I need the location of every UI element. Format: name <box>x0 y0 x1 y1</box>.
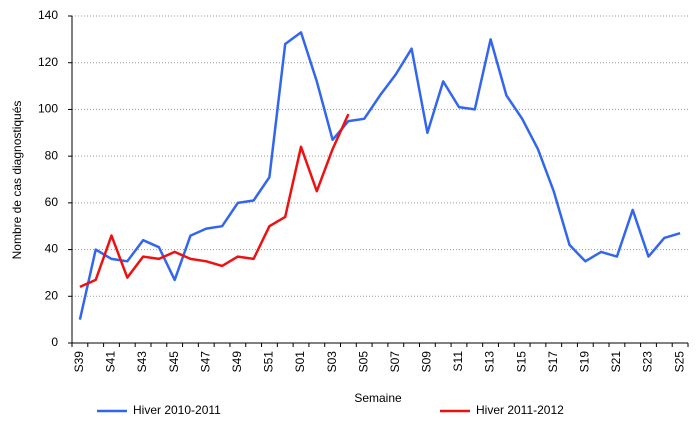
x-tick-label: S39 <box>72 351 86 373</box>
x-tick-label: S05 <box>356 351 370 373</box>
y-tick-label: 20 <box>45 288 59 302</box>
x-tick-label: S25 <box>672 351 686 373</box>
y-tick-label: 100 <box>38 102 58 116</box>
x-tick-label: S09 <box>420 351 434 373</box>
x-tick-label: S17 <box>546 351 560 373</box>
x-tick-label: S03 <box>325 351 339 373</box>
x-axis-label: Semaine <box>354 391 402 405</box>
legend-label: Hiver 2011-2012 <box>476 403 564 417</box>
x-tick-label: S01 <box>293 351 307 373</box>
series-line <box>78 31 681 320</box>
x-tick-label: S51 <box>262 351 276 373</box>
x-tick-label: S47 <box>198 351 212 373</box>
y-tick-label: 0 <box>51 335 58 349</box>
y-tick-label: 120 <box>38 55 58 69</box>
x-tick-label: S49 <box>230 351 244 373</box>
y-tick-label: 80 <box>45 148 59 162</box>
x-tick-label: S43 <box>135 351 149 373</box>
y-tick-label: 140 <box>38 8 58 22</box>
x-tick-label: S11 <box>451 351 465 372</box>
y-tick-label: 40 <box>45 242 59 256</box>
x-tick-label: S19 <box>578 351 592 373</box>
x-tick-label: S13 <box>483 351 497 373</box>
x-tick-label: S07 <box>388 351 402 373</box>
x-tick-label: S41 <box>104 351 118 373</box>
x-tick-label: S21 <box>609 351 623 373</box>
legend-label: Hiver 2010-2011 <box>133 403 221 417</box>
y-tick-label: 60 <box>45 195 59 209</box>
series-line <box>79 113 350 289</box>
x-tick-label: S45 <box>167 351 181 373</box>
y-axis-label: Nombre de cas diagnostiqués <box>10 101 24 260</box>
x-tick-label: S15 <box>514 351 528 373</box>
x-tick-label: S23 <box>641 351 655 373</box>
